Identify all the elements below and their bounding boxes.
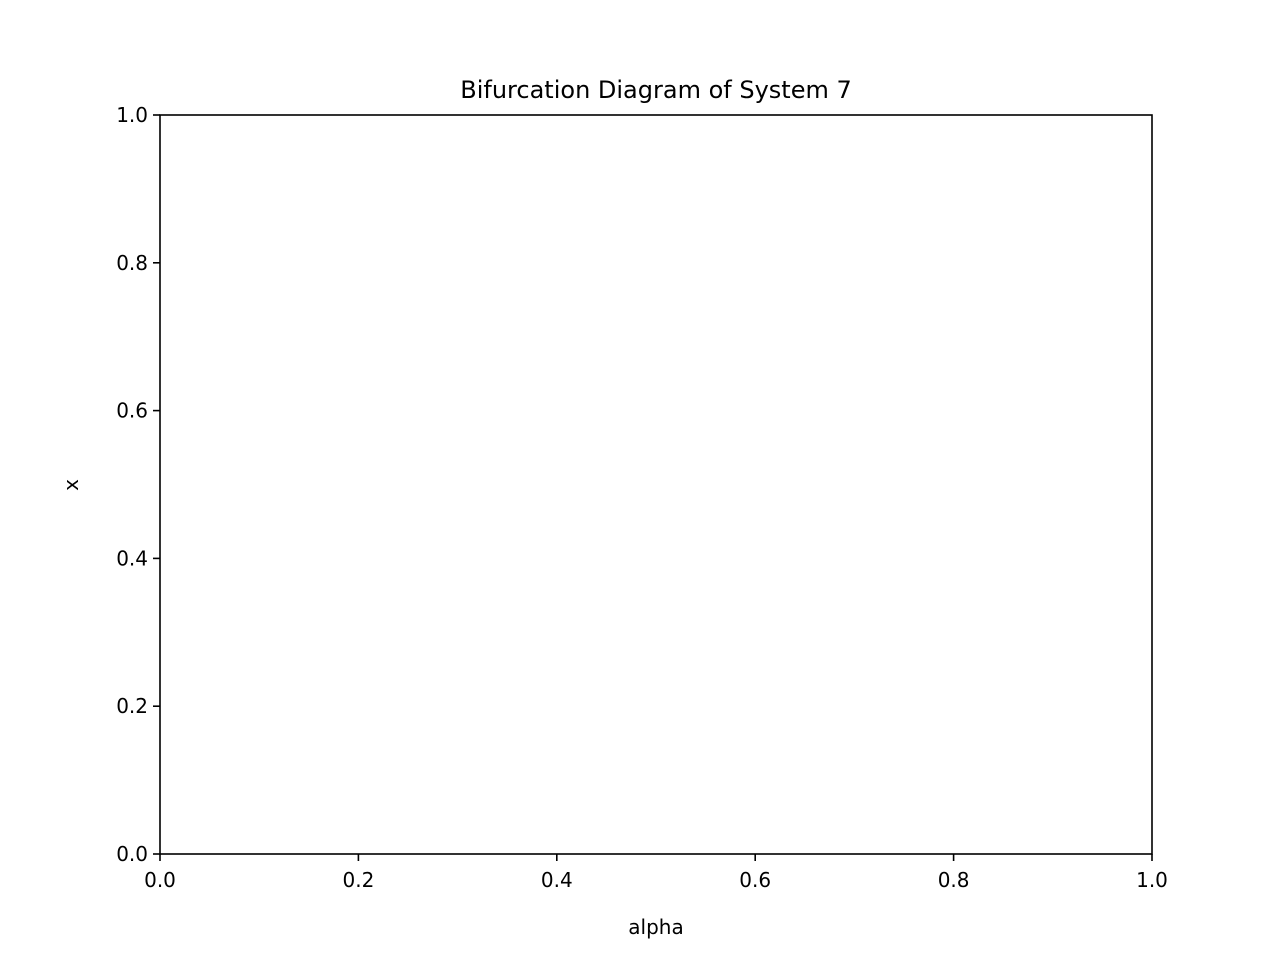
x-tick-label: 0.8	[938, 868, 970, 892]
chart-title: Bifurcation Diagram of System 7	[460, 76, 851, 104]
y-tick-label: 0.2	[116, 694, 148, 718]
y-tick-label: 0.4	[116, 546, 148, 570]
x-axis-label: alpha	[628, 915, 683, 939]
x-axis: 0.0 0.2 0.4 0.6 0.8 1.0	[144, 854, 1168, 892]
y-tick-label: 1.0	[116, 103, 148, 127]
x-tick-label: 0.4	[541, 868, 573, 892]
y-tick-label: 0.0	[116, 842, 148, 866]
x-tick-label: 0.2	[342, 868, 374, 892]
x-tick-label: 1.0	[1136, 868, 1168, 892]
y-axis-label: x	[59, 479, 83, 491]
plot-area	[159, 114, 1153, 855]
y-axis: 0.0 0.2 0.4 0.6 0.8 1.0	[116, 103, 160, 866]
x-tick-label: 0.6	[739, 868, 771, 892]
x-tick-label: 0.0	[144, 868, 176, 892]
y-tick-label: 0.8	[116, 251, 148, 275]
y-tick-label: 0.6	[116, 399, 148, 423]
